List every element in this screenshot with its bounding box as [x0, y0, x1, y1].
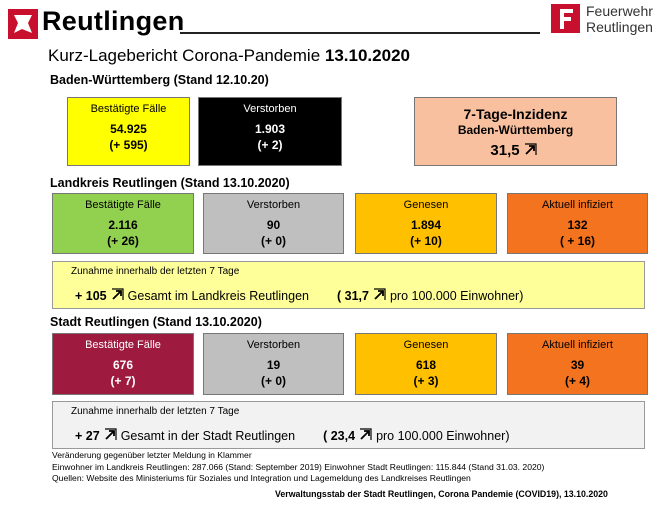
- section-heading: Landkreis Reutlingen (Stand 13.10.2020): [50, 176, 290, 190]
- stat-label: Aktuell infiziert: [542, 339, 613, 351]
- stat-change: (+ 0): [260, 374, 286, 388]
- incidence-box: 7-Tage-Inzidenz Baden-Württemberg 31,5: [414, 97, 617, 166]
- header-rule: [180, 32, 540, 34]
- summary-increase: + 27: [75, 429, 100, 443]
- fire-org: Feuerwehr Reutlingen: [586, 3, 653, 35]
- stat-box: Aktuell infiziert 39 (+ 4): [507, 333, 648, 395]
- stat-label: Verstorben: [246, 199, 301, 211]
- stat-change: (+ 7): [110, 374, 136, 388]
- stat-label: Verstorben: [246, 339, 301, 351]
- summary-unit: pro 100.000 Einwohner): [376, 429, 510, 443]
- stat-box: Bestätigte Fälle 54.925 (+ 595): [67, 97, 190, 166]
- stat-box: Aktuell infiziert 132 ( + 16): [507, 193, 648, 254]
- stat-box: Bestätigte Fälle 676 (+ 7): [52, 333, 194, 395]
- footnotes: Veränderung gegenüber letzter Meldung in…: [52, 450, 544, 485]
- stat-value: 2.116: [108, 218, 138, 232]
- stat-value: 132: [567, 218, 588, 232]
- incidence-value: 31,5: [490, 142, 520, 159]
- stat-label: Genesen: [403, 199, 449, 211]
- summary-box: Zunahme innerhalb der letzten 7 Tage + 10…: [52, 261, 645, 309]
- stat-value: 54.925: [110, 122, 147, 136]
- fire-logo: [551, 4, 580, 33]
- stat-value: 1.903: [254, 122, 286, 136]
- stat-box: Genesen 618 (+ 3): [355, 333, 497, 395]
- title-date: 13.10.2020: [324, 46, 410, 65]
- summary-unit: pro 100.000 Einwohner): [389, 289, 524, 303]
- summary-row: + 27 Gesamt in der Stadt Reutlingen ( 23,4…: [75, 428, 510, 443]
- summary-row: + 105 Gesamt im Landkreis Reutlingen ( 31,…: [75, 288, 523, 303]
- stat-change: ( + 16): [559, 234, 595, 248]
- fire-org-line: Reutlingen: [586, 19, 653, 35]
- summary-text: Gesamt im Landkreis Reutlingen: [127, 289, 309, 303]
- footnote: Einwohner im Landkreis Reutlingen: 287.0…: [52, 461, 545, 472]
- stat-value: 676: [112, 358, 134, 372]
- stat-box: Verstorben 90 (+ 0): [203, 193, 344, 254]
- summary-incidence: ( 23,4: [323, 429, 356, 443]
- summary-incidence: ( 31,7: [336, 289, 369, 303]
- stat-value: 618: [415, 358, 437, 372]
- trend-arrow: [373, 288, 386, 300]
- footer: Verwaltungsstab der Stadt Reutlingen, Co…: [275, 489, 608, 499]
- city-name: Reutlingen: [42, 6, 185, 36]
- incidence-title: 7-Tage-Inzidenz: [463, 106, 568, 122]
- stat-change: (+ 3): [413, 374, 439, 388]
- summary-text: Gesamt in der Stadt Reutlingen: [120, 429, 296, 443]
- section-heading: Stadt Reutlingen (Stand 13.10.2020): [50, 315, 262, 329]
- stat-label: Bestätigte Fälle: [85, 339, 161, 351]
- stat-label: Bestätigte Fälle: [90, 103, 167, 115]
- stat-change: (+ 595): [109, 138, 148, 152]
- section-heading: Baden-Württemberg (Stand 12.10.20): [50, 73, 269, 87]
- stat-label: Bestätigte Fälle: [85, 199, 161, 211]
- trend-arrow: [111, 288, 124, 300]
- stat-label: Verstorben: [243, 103, 297, 115]
- trend-arrow: [360, 428, 372, 440]
- stat-change: (+ 26): [107, 234, 139, 248]
- fire-org-line: Feuerwehr: [586, 3, 653, 19]
- summary-caption: Zunahme innerhalb der letzten 7 Tage: [71, 266, 240, 277]
- footnote: Veränderung gegenüber letzter Meldung in…: [52, 450, 252, 460]
- summary-box: Zunahme innerhalb der letzten 7 Tage + 27…: [52, 401, 645, 449]
- stat-value: 90: [266, 218, 281, 232]
- footnote: Quellen: Website des Ministeriums für So…: [52, 473, 471, 483]
- title: Kurz-Lagebericht Corona-Pandemie 13.10.2…: [48, 46, 410, 66]
- summary-increase: + 105: [75, 289, 107, 303]
- stat-label: Genesen: [403, 339, 449, 351]
- stat-change: (+ 2): [257, 138, 283, 152]
- stat-value: 39: [570, 358, 585, 372]
- city-logo: [8, 9, 38, 39]
- stat-box: Verstorben 19 (+ 0): [203, 333, 344, 395]
- title-text: Kurz-Lagebericht Corona-Pandemie: [48, 46, 321, 65]
- stat-change: (+ 0): [260, 234, 286, 248]
- summary-caption: Zunahme innerhalb der letzten 7 Tage: [71, 406, 240, 417]
- incidence-region: Baden-Württemberg: [457, 123, 574, 137]
- stat-value: 19: [266, 358, 281, 372]
- stat-value: 1.894: [410, 218, 442, 232]
- stat-change: (+ 10): [410, 234, 442, 248]
- stat-label: Aktuell infiziert: [542, 199, 613, 211]
- trend-arrow: [524, 143, 537, 155]
- stat-box: Bestätigte Fälle 2.116 (+ 26): [52, 193, 194, 254]
- stat-box: Verstorben 1.903 (+ 2): [198, 97, 342, 166]
- incidence-value-row: 31,5: [415, 142, 616, 159]
- stat-change: (+ 4): [564, 374, 590, 388]
- trend-arrow: [104, 428, 117, 440]
- stat-box: Genesen 1.894 (+ 10): [355, 193, 497, 254]
